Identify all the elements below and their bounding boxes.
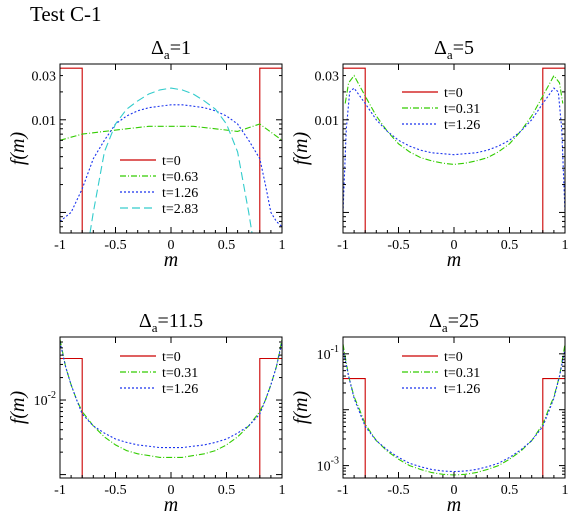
x-tick-label: 1 [279, 238, 286, 253]
y-tick-label: 10-3 [317, 456, 339, 475]
legend-label: t=0 [444, 350, 463, 365]
panel-delta-25: Δa=25 -1 -0.5 0 0.5 1 10-1 10-3 m f(m) t=0t=0.31t=… [290, 310, 569, 515]
legend-label: t=0.31 [444, 102, 480, 117]
x-tick-label: -0.5 [104, 483, 126, 498]
panel-title: Δa=11.5 [139, 310, 203, 335]
x-axis-label: m [447, 249, 461, 271]
y-axis-label: f(m) [7, 132, 29, 166]
legend-label: t=1.26 [162, 186, 198, 201]
series-group [60, 67, 282, 233]
x-tick-label: 0.5 [218, 238, 236, 253]
x-tick-label: -1 [337, 238, 349, 253]
panel-title: Δa=5 [434, 37, 474, 62]
series-line-t=1.26 [343, 87, 565, 213]
series-line-t=1.26 [343, 349, 565, 473]
panel-title: Δa=1 [151, 37, 191, 62]
panel-title: Δa=25 [429, 310, 479, 335]
y-tick-label: 0.03 [315, 70, 340, 85]
panel-delta-1: Δa=1 -1 -0.5 0 0.5 1 0.03 0.01 m f(m) t=0t=0.63t=1… [7, 37, 286, 271]
figure-title: Test C-1 [30, 2, 102, 26]
legend-label: t=1.26 [444, 382, 480, 397]
legend-label: t=0 [162, 154, 181, 169]
y-tick-label: 0.01 [315, 114, 340, 129]
x-tick-label: -0.5 [387, 483, 409, 498]
x-tick-label: -1 [54, 238, 66, 253]
x-tick-label: -0.5 [387, 238, 409, 253]
x-axis-label: m [164, 249, 178, 271]
series-group [343, 67, 565, 233]
series-line-t=0 [60, 67, 282, 233]
series-line-t=0 [343, 67, 565, 233]
legend-label: t=0 [444, 86, 463, 101]
series-line-t=0.31 [60, 339, 282, 458]
x-tick-label: 0.5 [501, 483, 519, 498]
x-tick-label: 0 [168, 238, 175, 253]
series-line-t=1.26 [60, 341, 282, 449]
y-tick-label: 10-1 [317, 344, 339, 363]
x-tick-label: 0 [168, 483, 175, 498]
x-tick-label: -0.5 [104, 238, 126, 253]
y-axis-label: f(m) [290, 132, 312, 166]
legend-label: t=0.31 [162, 366, 198, 381]
x-tick-label: -1 [337, 483, 349, 498]
legend-label: t=2.83 [162, 202, 198, 217]
series-line-t=0 [60, 357, 282, 478]
series-line-t=0 [343, 378, 565, 478]
series-line-t=0.63 [60, 123, 282, 141]
x-tick-label: 0.5 [218, 483, 236, 498]
panel-delta-11-5: Δa=11.5 -1 -0.5 0 0.5 1 10-2 m f(m) t=0t=0.31t=1.… [7, 310, 286, 515]
x-tick-label: 1 [279, 483, 286, 498]
x-tick-label: 0.5 [501, 238, 519, 253]
legend-label: t=0.31 [444, 366, 480, 381]
x-tick-label: 0 [451, 483, 458, 498]
legend-label: t=1.26 [444, 118, 480, 133]
legend-label: t=1.26 [162, 382, 198, 397]
y-axis-label: f(m) [290, 391, 312, 425]
x-tick-label: 1 [562, 483, 569, 498]
legend-label: t=0.63 [162, 170, 198, 185]
y-tick-label: 0.03 [32, 70, 57, 85]
series-line-t=2.83 [89, 87, 253, 233]
x-tick-label: 0 [451, 238, 458, 253]
y-axis-label: f(m) [7, 391, 29, 425]
series-line-t=1.26 [60, 104, 282, 228]
x-tick-label: 1 [562, 238, 569, 253]
legend-label: t=0 [162, 350, 181, 365]
panel-delta-5: Δa=5 -1 -0.5 0 0.5 1 0.03 0.01 m f(m) t=0t=0.31t=1… [290, 37, 569, 271]
x-tick-label: -1 [54, 483, 66, 498]
y-tick-label: 10-2 [34, 390, 56, 409]
series-line-t=0.31 [344, 74, 564, 165]
x-axis-label: m [447, 494, 461, 515]
series-group [60, 339, 282, 478]
x-axis-label: m [164, 494, 178, 515]
y-tick-label: 0.01 [32, 114, 57, 129]
